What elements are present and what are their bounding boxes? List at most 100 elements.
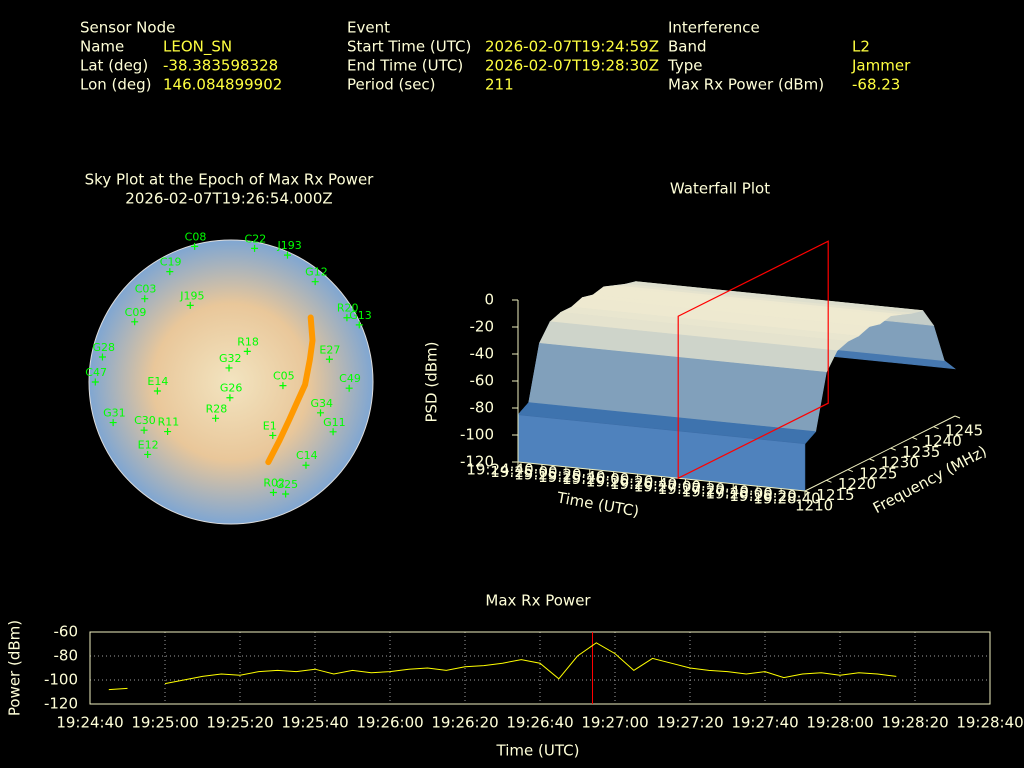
satellite-label: G25 bbox=[276, 478, 299, 491]
x-tick-label: 19:27:20 bbox=[656, 714, 723, 732]
satellite-marker bbox=[279, 382, 287, 390]
x-tick-label: 19:26:00 bbox=[562, 470, 629, 488]
y-tick-label: 1215 bbox=[816, 486, 854, 504]
y-tick bbox=[890, 447, 896, 451]
z-tick-label: -20 bbox=[470, 318, 495, 336]
info-heading: Interference bbox=[668, 19, 760, 37]
chart-title: Max Rx Power bbox=[485, 592, 591, 610]
info-value: 2026-02-07T19:24:59Z bbox=[485, 38, 659, 56]
satellite-marker bbox=[343, 314, 351, 322]
info-value: Jammer bbox=[851, 57, 911, 75]
satellite-marker bbox=[345, 384, 353, 392]
info-value: L2 bbox=[852, 38, 870, 56]
x-tick-label: 19:26:20 bbox=[586, 473, 653, 491]
epoch-plane bbox=[677, 240, 829, 480]
satellite-marker bbox=[269, 431, 277, 439]
y-tick-label: 1240 bbox=[924, 432, 962, 450]
satellite-marker bbox=[166, 268, 174, 276]
x-tick-label: 19:24:40 bbox=[466, 461, 533, 479]
info-label: Start Time (UTC) bbox=[347, 38, 471, 56]
y-axis-label: Power (dBm) bbox=[6, 620, 24, 716]
x-tick-label: 19:25:20 bbox=[514, 465, 581, 483]
satellite-label: C03 bbox=[135, 283, 157, 296]
satellite-marker bbox=[269, 488, 277, 496]
satellite-label: G32 bbox=[219, 352, 242, 365]
y-tick-label: 1235 bbox=[902, 443, 940, 461]
y-tick bbox=[826, 479, 832, 483]
satellite-marker bbox=[186, 301, 194, 309]
x-tick-label: 19:24:40 bbox=[56, 714, 123, 732]
satellite-marker bbox=[302, 461, 310, 469]
x-tick-label: 19:25:00 bbox=[131, 714, 198, 732]
satellite-marker bbox=[140, 426, 148, 434]
x-tick-label: 19:27:40 bbox=[682, 482, 749, 500]
info-label: Lat (deg) bbox=[80, 57, 148, 75]
y-tick bbox=[869, 458, 875, 462]
satellite-marker bbox=[225, 364, 233, 372]
y-tick bbox=[804, 490, 811, 494]
x-tick-label: 19:27:40 bbox=[731, 714, 798, 732]
info-label: Lon (deg) bbox=[80, 76, 152, 94]
satellite-label: C22 bbox=[245, 232, 267, 245]
info-value: 211 bbox=[485, 76, 514, 94]
satellite-marker bbox=[153, 387, 161, 395]
satellite-label: C08 bbox=[185, 230, 207, 243]
y-tick-label: -100 bbox=[44, 671, 78, 689]
satellite-label: C05 bbox=[273, 370, 295, 383]
sky-disc bbox=[88, 239, 374, 525]
x-tick-label: 19:27:20 bbox=[658, 480, 725, 498]
satellite-marker bbox=[329, 428, 337, 436]
satellite-marker bbox=[98, 353, 106, 361]
satellite-marker bbox=[144, 450, 152, 458]
satellite-marker bbox=[251, 244, 259, 252]
y-tick bbox=[933, 426, 939, 430]
info-heading: Sensor Node bbox=[80, 19, 175, 37]
satellite-label: G13 bbox=[349, 309, 372, 322]
satellite-marker bbox=[212, 414, 220, 422]
y-tick-label: 1210 bbox=[795, 497, 833, 515]
info-heading: Event bbox=[347, 19, 390, 37]
satellite-marker bbox=[282, 490, 290, 498]
satellite-marker bbox=[325, 355, 333, 363]
y-tick-label: 1220 bbox=[838, 475, 876, 493]
sky-track bbox=[265, 314, 316, 466]
y-tick-label: -80 bbox=[54, 647, 79, 665]
info-label: Type bbox=[667, 57, 702, 75]
satellite-marker bbox=[226, 394, 234, 402]
x-tick-label: 19:26:40 bbox=[506, 714, 573, 732]
satellite-marker bbox=[243, 347, 251, 355]
y-tick-label: 1225 bbox=[859, 464, 897, 482]
x-tick-label: 19:28:20 bbox=[881, 714, 948, 732]
satellite-label: G34 bbox=[311, 397, 334, 410]
satellite-label: J193 bbox=[276, 239, 301, 252]
chart-title: Sky Plot at the Epoch of Max Rx Power bbox=[85, 171, 375, 189]
satellite-label: R11 bbox=[158, 416, 180, 429]
info-label: End Time (UTC) bbox=[347, 57, 463, 75]
satellite-label: C09 bbox=[125, 306, 147, 319]
info-value: 2026-02-07T19:28:30Z bbox=[485, 57, 659, 75]
y-tick-label: -120 bbox=[44, 695, 78, 713]
satellite-label: G31 bbox=[103, 407, 126, 420]
satellite-label: C30 bbox=[134, 414, 156, 427]
satellite-marker bbox=[355, 321, 363, 329]
z-tick-label: 0 bbox=[484, 291, 494, 309]
satellite-label: E12 bbox=[138, 438, 159, 451]
satellite-marker bbox=[141, 295, 149, 303]
satellite-label: G12 bbox=[305, 266, 328, 279]
satellite-label: R18 bbox=[237, 335, 259, 348]
z-tick-label: -60 bbox=[470, 372, 495, 390]
satellite-label: C47 bbox=[85, 366, 107, 379]
x-tick-label: 19:26:00 bbox=[356, 714, 423, 732]
y-tick-label: -60 bbox=[54, 623, 79, 641]
z-tick-label: -100 bbox=[460, 426, 494, 444]
plot-frame bbox=[89, 631, 991, 705]
satellite-label: G28 bbox=[92, 341, 115, 354]
y-tick bbox=[911, 436, 918, 440]
info-value: 146.084899902 bbox=[163, 76, 282, 94]
satellite-label: C49 bbox=[339, 372, 361, 385]
x-tick-label: 19:26:20 bbox=[431, 714, 498, 732]
info-label: Band bbox=[668, 38, 707, 56]
y-tick bbox=[954, 415, 961, 419]
